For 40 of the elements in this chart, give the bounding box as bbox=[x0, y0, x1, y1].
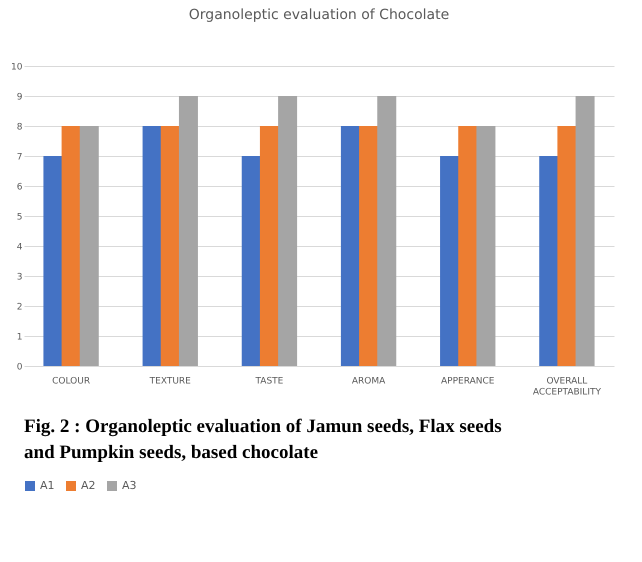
legend-label: A2 bbox=[81, 479, 96, 492]
bar bbox=[178, 96, 198, 366]
bar bbox=[80, 126, 99, 366]
y-tick-label: 10 bbox=[11, 62, 23, 72]
bar bbox=[377, 96, 396, 366]
x-tick-label: AROMA bbox=[352, 376, 386, 386]
bar bbox=[142, 126, 162, 366]
bar bbox=[359, 126, 378, 366]
bar bbox=[476, 126, 496, 366]
x-tick-label: TASTE bbox=[254, 376, 284, 386]
y-tick-label: 1 bbox=[16, 332, 22, 342]
bar bbox=[440, 156, 460, 366]
bar bbox=[160, 126, 180, 366]
y-tick-label: 0 bbox=[16, 362, 23, 372]
chart-title: Organoleptic evaluation of Chocolate bbox=[188, 7, 450, 23]
y-tick-label: 9 bbox=[16, 92, 23, 102]
bar bbox=[340, 126, 360, 366]
bar bbox=[43, 156, 62, 366]
x-tick-label: COLOUR bbox=[52, 376, 90, 386]
bar bbox=[260, 126, 279, 366]
x-tick-label: TEXTURE bbox=[148, 376, 192, 386]
y-tick-label: 2 bbox=[16, 302, 22, 312]
x-tick-label: OVERALL ACCEPTABILITY bbox=[532, 376, 602, 398]
bar bbox=[278, 96, 298, 366]
x-tick-label: APPERANCE bbox=[441, 376, 495, 386]
y-tick-label: 3 bbox=[16, 272, 22, 282]
bar bbox=[62, 126, 81, 366]
bar bbox=[458, 126, 478, 366]
legend-label: A1 bbox=[40, 479, 55, 492]
caption: Fig. 2 : Organoleptic evaluation of Jamun seeds, Flax seeds and Pumpkin seeds, based chocolate bbox=[24, 416, 502, 463]
y-tick-label: 4 bbox=[16, 242, 23, 252]
y-tick-label: 6 bbox=[16, 182, 23, 192]
bar bbox=[242, 156, 261, 366]
legend-label: A3 bbox=[122, 479, 137, 492]
bar bbox=[539, 156, 558, 366]
y-tick-label: 7 bbox=[16, 152, 22, 162]
y-tick-label: 5 bbox=[16, 212, 22, 222]
bar bbox=[576, 96, 595, 366]
bar bbox=[557, 126, 576, 366]
y-tick-label: 8 bbox=[16, 122, 23, 132]
